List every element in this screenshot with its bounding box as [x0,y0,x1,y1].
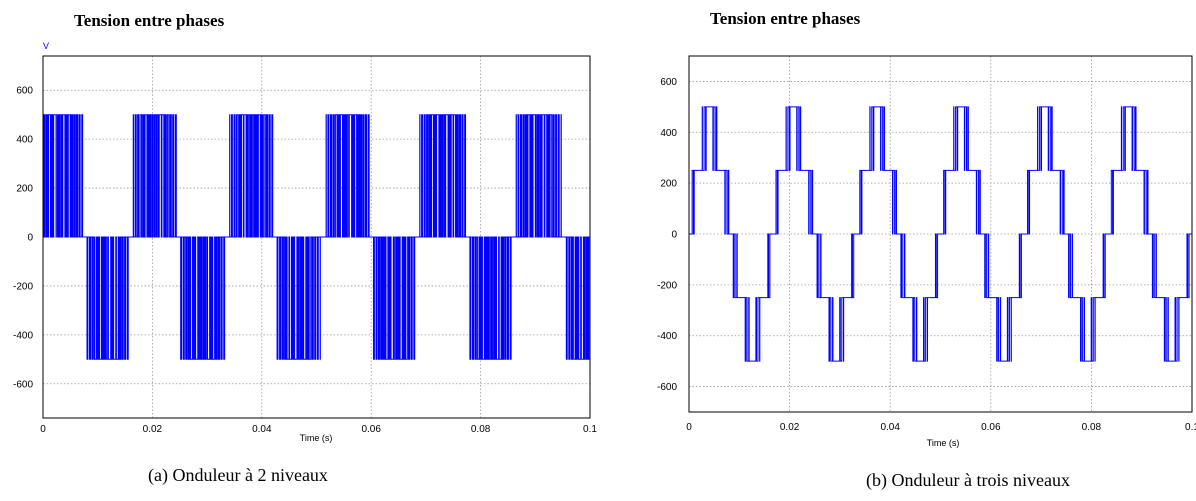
y-tick-label: 600 [660,77,677,88]
chart-a-frame [42,55,591,419]
x-tick-label: 0.08 [1082,422,1102,433]
y-tick-label: -600 [657,382,677,393]
y-tick-label: -200 [657,280,677,291]
x-tick-label: 0 [686,422,692,433]
y-tick-label: 400 [16,135,33,146]
chart-b-title: Tension entre phases [710,9,861,28]
chart-a-caption: (a) Onduleur à 2 niveaux [148,465,328,486]
x-tick-label: 0.04 [880,422,900,433]
chart-a-ylabel: V [43,41,49,51]
y-tick-label: 400 [660,128,677,139]
y-tick-label: 600 [16,86,33,97]
x-tick-label: 0.04 [252,424,272,435]
x-tick-label: 0.02 [780,422,800,433]
chart-b-frame [688,55,1193,413]
x-tick-label: 0.02 [143,424,163,435]
signal-trace [689,106,1192,362]
chart-a-signal [43,114,591,360]
chart-a: Tension entre phases V -600 -400 -200 0 200 4… [13,11,597,486]
x-tick-label: 0.1 [1185,422,1196,433]
y-tick-label: 200 [16,184,33,195]
y-tick-label: 0 [671,230,677,241]
chart-b-signal [689,106,1192,362]
signal-trace [43,114,591,360]
chart-b: Tension entre phases -600 -400 -200 0 200 400… [657,9,1196,491]
y-tick-label: -200 [13,281,33,292]
x-tick-label: 0.06 [981,422,1001,433]
chart-b-xlabel: Time (s) [927,438,960,448]
y-tick-label: -400 [657,331,677,342]
chart-b-xticks: 0 0.02 0.04 0.06 0.08 0.1 [686,422,1196,433]
chart-b-caption: (b) Onduleur à trois niveaux [866,470,1070,491]
y-tick-label: 200 [660,179,677,190]
y-tick-label: -600 [13,379,33,390]
x-tick-label: 0.06 [361,424,381,435]
y-tick-label: -400 [13,330,33,341]
x-tick-label: 0 [40,424,46,435]
x-tick-label: 0.08 [471,424,491,435]
chart-a-yticks: -600 -400 -200 0 200 400 600 [13,86,33,391]
chart-a-title: Tension entre phases [74,11,225,30]
y-tick-label: 0 [27,233,33,244]
chart-a-xticks: 0 0.02 0.04 0.06 0.08 0.1 [40,424,597,435]
chart-b-yticks: -600 -400 -200 0 200 400 600 [657,77,677,393]
chart-a-xlabel: Time (s) [300,433,333,443]
x-tick-label: 0.1 [583,424,597,435]
